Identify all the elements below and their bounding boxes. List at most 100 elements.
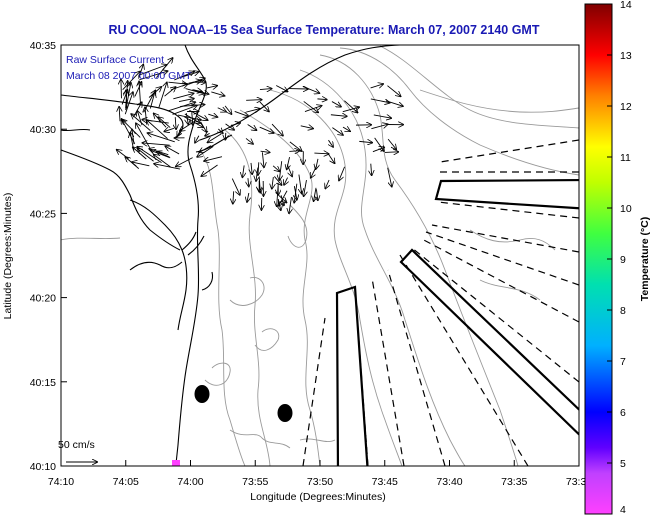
x-tick-label: 73:40 — [436, 476, 462, 488]
current-vector — [148, 133, 175, 143]
current-vector — [122, 72, 140, 90]
current-vector — [314, 153, 328, 154]
current-vector — [272, 165, 279, 171]
current-vector — [256, 167, 258, 181]
current-vector — [176, 157, 193, 167]
current-vector — [387, 138, 396, 149]
colorbar-tick-label: 12 — [620, 101, 632, 113]
current-vector — [178, 99, 194, 102]
current-vector — [225, 123, 234, 130]
current-vector — [387, 85, 400, 97]
x-tick-label: 73:45 — [372, 476, 398, 488]
current-vector — [287, 157, 290, 169]
current-vector — [178, 114, 201, 120]
current-vector — [259, 89, 272, 90]
y-axis-label: Latitude (Degrees:Minutes) — [2, 193, 14, 320]
sst-pixel-patch — [172, 460, 180, 466]
current-vector — [121, 80, 122, 99]
y-tick-label: 40:10 — [30, 461, 56, 473]
current-vector — [174, 72, 194, 81]
current-vector — [284, 177, 288, 185]
current-vector — [271, 123, 283, 136]
current-vectors — [117, 58, 403, 213]
map-area — [61, 45, 579, 466]
x-tick-label: 73:50 — [307, 476, 333, 488]
current-vector — [165, 146, 180, 155]
current-vector — [328, 139, 333, 147]
current-vector — [302, 86, 319, 93]
current-vector — [303, 101, 318, 112]
current-vector — [245, 109, 260, 112]
station-marker-1 — [194, 385, 210, 403]
current-vector — [299, 174, 302, 194]
current-vector — [371, 163, 372, 175]
current-vector — [132, 162, 150, 167]
current-vector — [247, 192, 249, 202]
current-vector — [262, 152, 264, 167]
current-vector — [304, 106, 321, 112]
current-vector — [143, 143, 170, 145]
y-tick-label: 40:20 — [30, 293, 56, 305]
current-vector — [149, 93, 154, 109]
current-vector — [131, 114, 151, 131]
current-vector — [233, 191, 234, 203]
current-vector — [195, 135, 199, 143]
current-vector — [359, 141, 372, 142]
current-vector — [230, 123, 240, 126]
current-vector — [217, 108, 226, 112]
current-vector — [206, 86, 217, 88]
current-vector — [117, 150, 129, 160]
current-vector — [259, 101, 269, 111]
current-vector — [373, 115, 391, 118]
y-tick-label: 40:35 — [30, 40, 56, 52]
current-vector — [200, 121, 207, 132]
y-axis-ticks: 40:35 40:30 40:25 40:20 40:15 40:10 — [30, 40, 67, 473]
current-vector — [164, 128, 175, 131]
current-vector — [201, 164, 218, 176]
scale-arrow-label: 50 cm/s — [58, 439, 95, 451]
current-vector — [208, 133, 222, 143]
colorbar-tick-label: 14 — [620, 0, 632, 11]
current-vector — [124, 92, 133, 115]
current-vector — [245, 138, 253, 143]
current-vector — [205, 133, 209, 135]
current-vector — [316, 158, 318, 169]
colorbar-tick-label: 10 — [620, 203, 632, 215]
current-vector — [387, 167, 392, 187]
current-vector — [204, 156, 223, 161]
current-vector — [342, 127, 350, 131]
current-vector — [208, 114, 217, 117]
current-vector — [259, 126, 274, 133]
current-vector — [294, 186, 296, 199]
current-vector — [168, 102, 195, 112]
colorbar-label: Temperature (°C) — [639, 217, 651, 302]
current-vector — [272, 177, 274, 188]
x-tick-label: 73:55 — [242, 476, 268, 488]
current-vector — [139, 82, 140, 104]
y-tick-label: 40:30 — [30, 124, 56, 136]
current-vector — [281, 195, 284, 205]
current-vector — [197, 145, 214, 157]
current-vector — [199, 145, 212, 153]
current-vector — [289, 151, 299, 152]
current-vector — [300, 126, 313, 129]
current-vector — [385, 100, 403, 106]
current-vector — [247, 124, 257, 131]
figure-title: RU COOL NOAA–15 Sea Surface Temperature:… — [109, 23, 540, 37]
current-vector — [327, 153, 334, 163]
current-vector — [325, 179, 329, 188]
x-tick-label: 74:05 — [113, 476, 139, 488]
current-vector — [314, 187, 316, 201]
current-vector — [278, 198, 280, 210]
current-vector — [316, 189, 317, 200]
current-vector — [258, 162, 259, 175]
current-vector — [246, 100, 261, 101]
current-vector — [138, 65, 144, 79]
current-vector — [231, 178, 239, 195]
current-vector — [371, 124, 387, 130]
current-vector — [279, 161, 281, 180]
colorbar-tick-label: 5 — [620, 458, 626, 470]
current-vector — [125, 83, 131, 111]
current-vector — [218, 129, 222, 133]
